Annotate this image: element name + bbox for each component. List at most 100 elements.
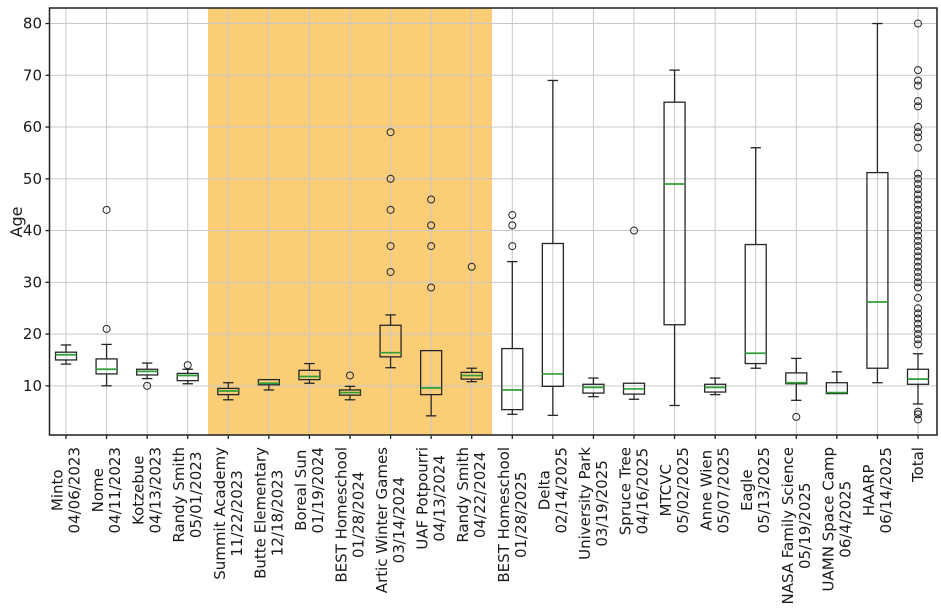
x-tick-label: UAMN Space Camp (819, 447, 837, 591)
x-tick-label: Summit Academy (211, 447, 229, 580)
x-tick-label: HAARP (860, 464, 878, 516)
flier-point (914, 231, 922, 240)
flier-point (914, 278, 922, 287)
flier-point (386, 128, 395, 137)
y-tick-label: 40 (23, 222, 42, 240)
flier-point (386, 242, 395, 251)
flier-point (914, 76, 922, 85)
box-rect (582, 383, 605, 394)
flier-point (914, 102, 922, 111)
x-tick-label: 05/19/2025 (796, 483, 814, 569)
flier-point (914, 200, 922, 209)
x-tick-label: BEST Homeschool (333, 447, 351, 583)
flier-point (914, 133, 922, 142)
x-tick-label: 11/22/2023 (228, 470, 246, 556)
x-tick-label: Delta (535, 470, 553, 510)
flier-point (914, 252, 922, 261)
flier-point (914, 211, 922, 220)
flier-point (914, 216, 922, 225)
x-tick-label: 06/4/2025 (836, 481, 854, 558)
x-tick-label: 04/16/2025 (634, 448, 652, 534)
flier-point (508, 221, 517, 230)
x-tick-label: 05/02/2025 (674, 447, 692, 533)
box-rect (501, 347, 524, 411)
x-tick-label: 05/07/2025 (715, 447, 733, 533)
x-tick-label: NASA Family Science (779, 447, 797, 605)
x-tick-label: Eagle (738, 469, 756, 511)
x-tick-label: Randy Smith (454, 447, 472, 543)
box-rect (541, 242, 565, 387)
flier-point (914, 335, 922, 344)
box-rect (54, 351, 78, 361)
flier-point (143, 381, 152, 390)
flier-point (914, 247, 922, 256)
flier-point (792, 412, 801, 421)
y-tick-label: 10 (23, 377, 42, 395)
x-tick-label: 04/06/2023 (66, 447, 84, 533)
flier-point (914, 123, 922, 132)
box-rect (663, 101, 686, 326)
flier-point (914, 293, 922, 302)
x-tick-label: Boreal Sun (292, 450, 310, 531)
y-axis-label: Age (7, 206, 26, 238)
flier-point (914, 19, 922, 28)
flier-point (427, 283, 436, 292)
flier-point (914, 267, 922, 276)
x-tick-label: Anne Wien (698, 450, 716, 531)
flier-point (914, 273, 922, 282)
flier-point (914, 242, 922, 251)
flier-point (914, 304, 922, 313)
flier-point (102, 205, 111, 214)
flier-point (183, 361, 192, 370)
box-rect (906, 368, 930, 385)
flier-point (914, 236, 922, 245)
flier-point (427, 195, 436, 204)
x-tick-label: 01/28/2025 (512, 472, 530, 558)
box-rect (825, 382, 849, 395)
x-tick-label: Minto (49, 469, 67, 511)
x-tick-label: 04/13/2023 (147, 447, 165, 533)
flier-point (386, 267, 395, 276)
x-tick-label: MTCVC (657, 464, 675, 516)
flier-point (914, 319, 922, 328)
flier-point (914, 309, 922, 318)
x-tick-label: 04/13/2024 (431, 455, 449, 541)
box-rect (257, 378, 281, 386)
box-rect (95, 358, 118, 375)
flier-point (914, 195, 922, 204)
flier-point (914, 169, 922, 178)
x-tick-label: Spruce Tree (617, 447, 635, 535)
x-tick-label: 01/19/2024 (309, 447, 327, 533)
flier-point (914, 257, 922, 266)
box-rect (744, 243, 767, 365)
box-rect (379, 324, 402, 358)
box-rect (176, 372, 199, 382)
box-rect (785, 372, 808, 385)
y-tick-label: 20 (23, 325, 42, 343)
x-tick-label: 01/28/2024 (350, 472, 368, 558)
flier-point (427, 221, 436, 230)
flier-point (508, 211, 517, 220)
plot-border (48, 7, 938, 436)
x-tick-label: Kotzebue (130, 455, 148, 525)
x-tick-label: BEST Homeschool (495, 447, 513, 583)
x-tick-label: 04/11/2023 (106, 447, 124, 533)
y-tick-label: 60 (23, 118, 42, 136)
flier-point (914, 324, 922, 333)
flier-point (914, 415, 922, 424)
flier-point (914, 128, 922, 137)
x-tick-label: 04/22/2024 (471, 452, 489, 538)
flier-point (508, 242, 517, 251)
x-tick-label: 06/14/2025 (877, 447, 895, 533)
flier-point (914, 97, 922, 106)
flier-point (102, 324, 111, 333)
flier-point (914, 407, 922, 416)
flier-point (914, 262, 922, 271)
flier-point (386, 205, 395, 214)
x-tick-label: 05/01/2023 (187, 452, 205, 538)
y-tick-label: 70 (23, 66, 42, 84)
flier-point (914, 226, 922, 235)
flier-point (914, 174, 922, 183)
